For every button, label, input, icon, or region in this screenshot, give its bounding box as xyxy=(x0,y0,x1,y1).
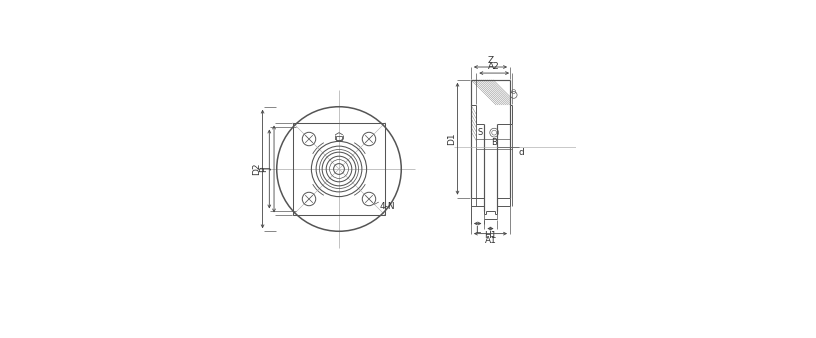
Text: D2: D2 xyxy=(252,163,261,175)
Text: A1: A1 xyxy=(485,236,496,245)
Text: L: L xyxy=(475,226,480,235)
Bar xyxy=(336,136,342,140)
Text: Z: Z xyxy=(487,56,494,65)
Text: S: S xyxy=(477,128,483,137)
Text: d: d xyxy=(518,148,524,157)
Text: A2: A2 xyxy=(488,62,500,71)
Bar xyxy=(293,123,385,215)
Text: 4-N: 4-N xyxy=(379,202,395,211)
Text: J: J xyxy=(264,168,273,170)
Text: B: B xyxy=(491,139,497,147)
Text: P: P xyxy=(259,166,268,172)
Text: H1: H1 xyxy=(484,231,497,240)
Text: D1: D1 xyxy=(447,132,456,145)
